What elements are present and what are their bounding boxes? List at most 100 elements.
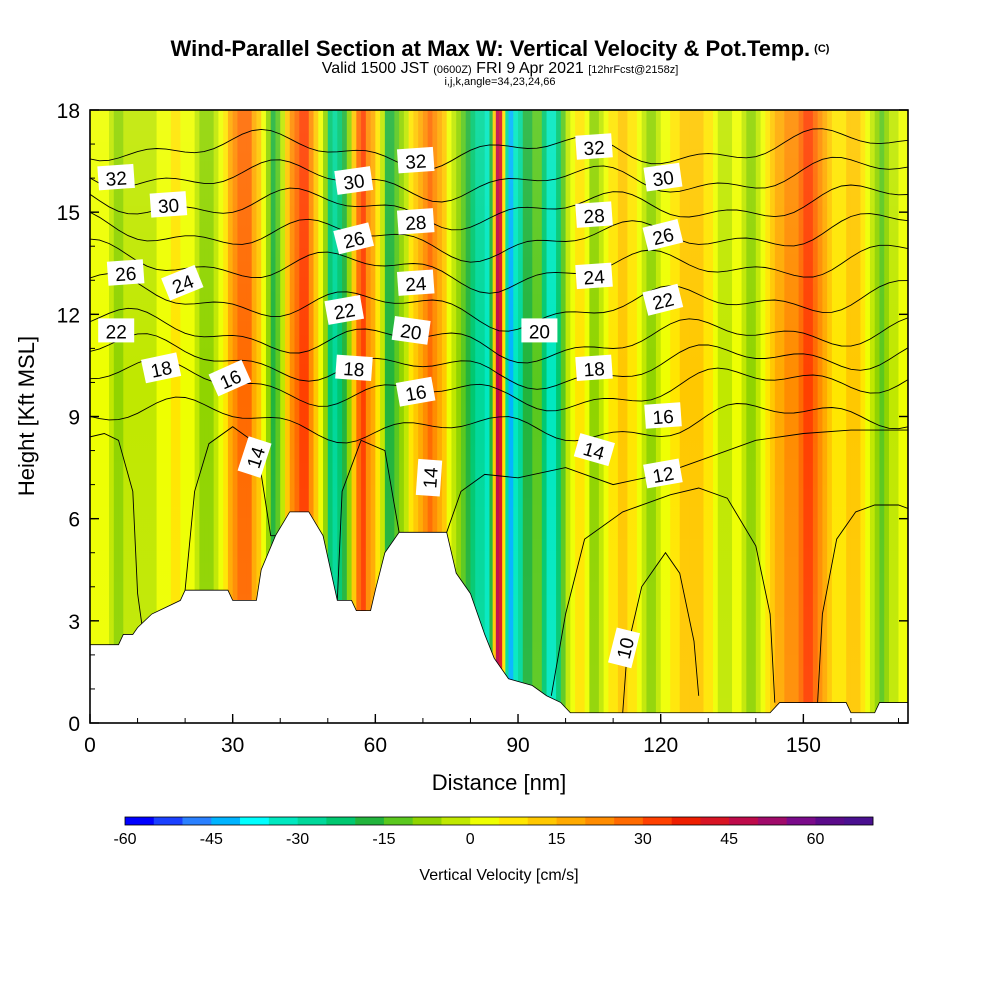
- contour-label: 20: [521, 318, 558, 343]
- isentrope-12: [550, 487, 776, 703]
- contour-label-text: 28: [583, 206, 606, 228]
- contour-label: 18: [575, 354, 613, 382]
- colorbar: -60 -45 -30 -15 0 15 30 45 60: [113, 816, 874, 848]
- colorbar-swatch: [326, 817, 356, 825]
- colorbar-swatch: [268, 817, 298, 825]
- colorbar-swatch: [671, 817, 701, 825]
- contour-label: 18: [335, 354, 373, 382]
- isentrope-20: [90, 333, 908, 390]
- colorbar-swatch: [844, 817, 874, 825]
- contour-label: 26: [106, 259, 145, 286]
- contour-label-box: [643, 162, 683, 192]
- section-indices: i,j,k,angle=34,23,24,66: [444, 76, 556, 88]
- x-tick-label: 120: [643, 734, 678, 757]
- contour-label: 24: [396, 269, 435, 296]
- contour-label-text: 18: [149, 358, 174, 383]
- isentrope-26: [90, 238, 908, 294]
- chart-subtitle: Valid 1500 JST (0600Z) FRI 9 Apr 2021 [1…: [0, 60, 1000, 79]
- contour-label: 10: [608, 627, 641, 669]
- contour-label-box: [149, 191, 188, 218]
- colorbar-swatch: [527, 817, 557, 825]
- contour-label-box: [608, 627, 641, 669]
- isentrope-24: [90, 273, 908, 332]
- x-tick-label: 30: [221, 734, 244, 757]
- x-tick-label: 60: [364, 734, 387, 757]
- colorbar-swatch: [815, 817, 845, 825]
- contour-label-box: [415, 458, 443, 497]
- colorbar-swatch: [700, 817, 730, 825]
- contour-label: 14: [573, 433, 615, 467]
- chart-title: Wind-Parallel Section at Max W: Vertical…: [0, 36, 1000, 62]
- contour-label-text: 26: [651, 225, 677, 250]
- contour-label-text: 26: [115, 264, 138, 286]
- contour-label-box: [644, 402, 682, 429]
- contour-labels: 32 30 26 24 22 18 16 14 30 32 26 28 24 22 20 18 16 14 20 32…: [97, 133, 684, 669]
- colorbar-frame: [124, 816, 874, 826]
- colorbar-swatch: [441, 817, 471, 825]
- contour-label-text: 30: [651, 168, 675, 192]
- contour-label-box: [208, 359, 252, 397]
- isentrope-22: [90, 307, 908, 364]
- valid-time: Valid 1500 JST: [321, 60, 429, 77]
- contour-label-box: [642, 219, 684, 252]
- contour-label-text: 26: [341, 228, 367, 253]
- x-axis: 0 30 60 90 120 150: [84, 714, 899, 757]
- colorbar-swatch: [470, 817, 500, 825]
- contour-label-box: [335, 354, 373, 382]
- contour-label-text: 24: [405, 274, 428, 296]
- colorbar-swatch: [556, 817, 586, 825]
- colorbar-tick-label: 45: [720, 831, 738, 848]
- isentrope-16: [90, 396, 908, 444]
- x-tick-label: 90: [506, 734, 529, 757]
- contour-label-box: [575, 354, 613, 382]
- potential-temperature-contours: [90, 128, 908, 713]
- y-tick-label: 0: [68, 713, 80, 736]
- contour-label: 16: [395, 376, 436, 407]
- contour-label-box: [161, 264, 204, 301]
- isentrope-14: [184, 426, 276, 591]
- contour-label-text: 30: [157, 196, 180, 218]
- colorbar-swatch: [297, 817, 327, 825]
- contour-label: 16: [644, 402, 682, 429]
- contour-label-text: 12: [651, 464, 675, 488]
- contour-label-box: [395, 376, 436, 407]
- contour-label-box: [396, 269, 435, 296]
- terrain: [89, 511, 909, 724]
- y-axis-title: Height [Kft MSL]: [14, 336, 39, 496]
- colorbar-tick-label: 0: [466, 831, 475, 848]
- y-axis: 0 3 6 9 12 15 18: [57, 100, 908, 736]
- contour-label-text: 22: [106, 322, 127, 343]
- contour-label-box: [333, 222, 375, 255]
- contour-label-box: [575, 262, 613, 290]
- contour-label-box: [396, 146, 435, 174]
- colorbar-swatch: [786, 817, 816, 825]
- y-tick-label: 6: [68, 509, 80, 532]
- contour-label: 14: [237, 436, 272, 478]
- contour-label: 30: [643, 162, 683, 192]
- contour-label-box: [642, 283, 684, 316]
- isentrope-28: [90, 211, 908, 263]
- colorbar-swatch: [125, 817, 155, 825]
- colorbar-tick-label: -45: [200, 831, 223, 848]
- contour-label-text: 22: [651, 289, 677, 314]
- contour-label-text: 32: [405, 151, 428, 173]
- colorbar-tick-label: -15: [372, 831, 395, 848]
- y-tick-label: 9: [68, 407, 80, 430]
- contour-label: 12: [643, 458, 683, 489]
- contour-label-text: 14: [420, 466, 442, 489]
- colorbar-swatch: [499, 817, 529, 825]
- contour-label: 28: [396, 208, 435, 235]
- contour-label-text: 20: [529, 322, 550, 343]
- forecast-info: [12hrFcst@2158z]: [588, 64, 679, 76]
- x-axis-title: Distance [nm]: [432, 770, 567, 795]
- colorbar-swatch: [729, 817, 759, 825]
- colorbar-swatch: [211, 817, 241, 825]
- isentrope-14: [336, 439, 400, 601]
- colorbar-swatch: [585, 817, 615, 825]
- contour-label-text: 10: [614, 636, 639, 662]
- colorbar-title: Vertical Velocity [cm/s]: [419, 867, 578, 884]
- y-tick-label: 18: [57, 100, 80, 123]
- colorbar-tick-label: 30: [634, 831, 652, 848]
- contour-label-text: 24: [583, 267, 606, 289]
